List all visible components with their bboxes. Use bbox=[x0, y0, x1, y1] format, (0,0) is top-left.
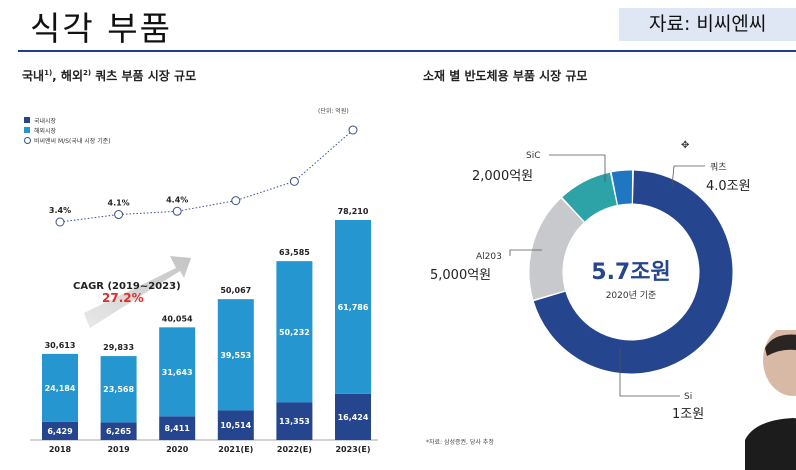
presenter-figure bbox=[745, 330, 796, 470]
bar-domestic bbox=[335, 393, 371, 440]
cagr-value: 27.2% bbox=[102, 291, 144, 305]
legend-swatch-overseas bbox=[24, 127, 30, 133]
legend-item-domestic: 국내시장 bbox=[24, 115, 111, 125]
bar-label-overseas: 61,786 bbox=[338, 303, 369, 312]
callout-line-al203 bbox=[509, 249, 542, 256]
donut-footnote: *자료: 삼성증권, 당사 추정 bbox=[426, 439, 494, 446]
bar-label-overseas: 39,553 bbox=[220, 351, 251, 360]
donut-slice-al203 bbox=[562, 172, 618, 222]
ms-point bbox=[289, 176, 299, 186]
bar-domestic bbox=[100, 422, 137, 440]
bar-label-domestic: 10,514 bbox=[220, 421, 251, 430]
bar-label-overseas: 24,184 bbox=[45, 384, 76, 393]
bar-domestic bbox=[217, 410, 254, 440]
callout-line-quartz bbox=[671, 165, 705, 187]
bar-label-domestic: 13,353 bbox=[279, 417, 310, 426]
bar-label-overseas: 31,643 bbox=[162, 368, 193, 377]
ms-point-label: 4.4% bbox=[166, 195, 188, 204]
title-part-domestic: 국내 bbox=[22, 69, 45, 83]
x-tick-label: 2020 bbox=[166, 445, 189, 454]
donut-slice-쿼츠 bbox=[533, 170, 733, 374]
title-underline bbox=[18, 50, 796, 52]
slice-label-quartz: 4.0조원 bbox=[706, 179, 751, 194]
bar-chart-title: 국내1), 해외2) 쿼츠 부품 시장 규모 bbox=[22, 67, 196, 84]
donut-center-sub: 2020년 기준 bbox=[606, 290, 657, 301]
callout-line-sic bbox=[549, 154, 606, 182]
bar-total-label: 30,613 bbox=[45, 341, 76, 350]
x-tick-label: 2021(E) bbox=[218, 445, 253, 454]
slice-name-si: Si bbox=[684, 392, 692, 402]
unit-label: (단위: 억원) bbox=[318, 108, 349, 115]
title-part-rest: 쿼츠 부품 시장 규모 bbox=[91, 69, 197, 83]
bar-domestic bbox=[42, 421, 78, 440]
bar-overseas bbox=[335, 220, 371, 394]
slice-label-al203: 5,000억원 bbox=[430, 268, 491, 283]
bar-total-label: 78,210 bbox=[338, 207, 369, 216]
bar-label-domestic: 16,424 bbox=[338, 413, 369, 422]
callout-line-si bbox=[619, 349, 680, 397]
bar-chart-legend: 국내시장 해외시장 비씨엔씨 M/S(국내 시장 기준) bbox=[24, 115, 111, 145]
legend-label-domestic: 국내시장 bbox=[34, 117, 57, 125]
source-label: 자료: 비씨엔씨 bbox=[619, 8, 796, 41]
legend-label-share: 비씨엔씨 M/S(국내 시장 기준) bbox=[34, 137, 111, 145]
donut-chart-title: 소재 별 반도체용 부품 시장 규모 bbox=[423, 69, 588, 83]
slide-title: 식각 부품 bbox=[30, 9, 172, 48]
bar-chart: CAGR (2019~2023) 27.2% 6,429 24,184 30,613… bbox=[30, 125, 378, 454]
ms-line bbox=[59, 129, 354, 223]
bar-overseas bbox=[100, 356, 137, 423]
slice-label-sic: 2,000억원 bbox=[472, 169, 533, 184]
ms-point bbox=[114, 210, 124, 220]
donut-slice-si bbox=[529, 198, 585, 300]
legend-item-share: 비씨엔씨 M/S(국내 시장 기준) bbox=[24, 135, 111, 145]
x-tick-label: 2018 bbox=[49, 445, 72, 454]
legend-marker-share bbox=[24, 136, 31, 144]
donut-chart: 5.7조원 2020년 기준 쿼츠 4.0조원 SiC 2,000억원 Al20… bbox=[430, 140, 751, 422]
bar-overseas bbox=[276, 261, 313, 403]
bar-label-domestic: 6,265 bbox=[106, 427, 132, 436]
slice-name-quartz: 쿼츠 bbox=[710, 162, 727, 173]
title-footnote-1: 1) bbox=[44, 69, 53, 77]
ms-point-label: 4.1% bbox=[108, 199, 130, 208]
bar-domestic bbox=[159, 416, 196, 440]
slice-label-si: 1조원 bbox=[672, 407, 704, 422]
legend-swatch-domestic bbox=[24, 117, 30, 123]
x-tick-label: 2022(E) bbox=[277, 445, 312, 454]
x-tick-label: 2023(E) bbox=[335, 445, 370, 454]
slice-name-al203: Al203 bbox=[476, 252, 502, 262]
bar-total-label: 63,585 bbox=[279, 248, 310, 257]
bar-total-label: 29,833 bbox=[103, 343, 134, 352]
bar-label-overseas: 23,568 bbox=[103, 385, 134, 394]
crosshair-cursor-icon: ✥ bbox=[681, 140, 689, 151]
legend-label-overseas: 해외시장 bbox=[34, 127, 57, 135]
bar-label-domestic: 6,429 bbox=[47, 427, 73, 436]
bar-label-domestic: 8,411 bbox=[165, 424, 191, 433]
ms-point bbox=[55, 217, 65, 227]
bar-domestic bbox=[276, 402, 313, 440]
donut-slice-sic bbox=[611, 170, 633, 205]
bar-overseas bbox=[217, 299, 254, 411]
title-footnote-2: 2) bbox=[83, 69, 92, 77]
bar-overseas bbox=[42, 353, 78, 422]
bar-label-overseas: 50,232 bbox=[279, 328, 310, 337]
cagr-label: CAGR (2019~2023) bbox=[73, 281, 181, 292]
bar-total-label: 50,067 bbox=[220, 286, 251, 295]
x-tick-label: 2019 bbox=[107, 445, 130, 454]
ms-point bbox=[231, 196, 241, 206]
ms-point bbox=[172, 206, 182, 216]
slice-name-sic: SiC bbox=[526, 151, 541, 161]
bar-total-label: 40,054 bbox=[162, 314, 193, 323]
bar-overseas bbox=[159, 327, 196, 417]
legend-item-overseas: 해외시장 bbox=[24, 125, 111, 135]
ms-point-label: 3.4% bbox=[49, 206, 71, 215]
cagr-arrow bbox=[84, 256, 191, 328]
title-part-overseas: , 해외 bbox=[52, 69, 83, 83]
ms-point bbox=[348, 125, 358, 135]
donut-center-value: 5.7조원 bbox=[591, 260, 670, 285]
